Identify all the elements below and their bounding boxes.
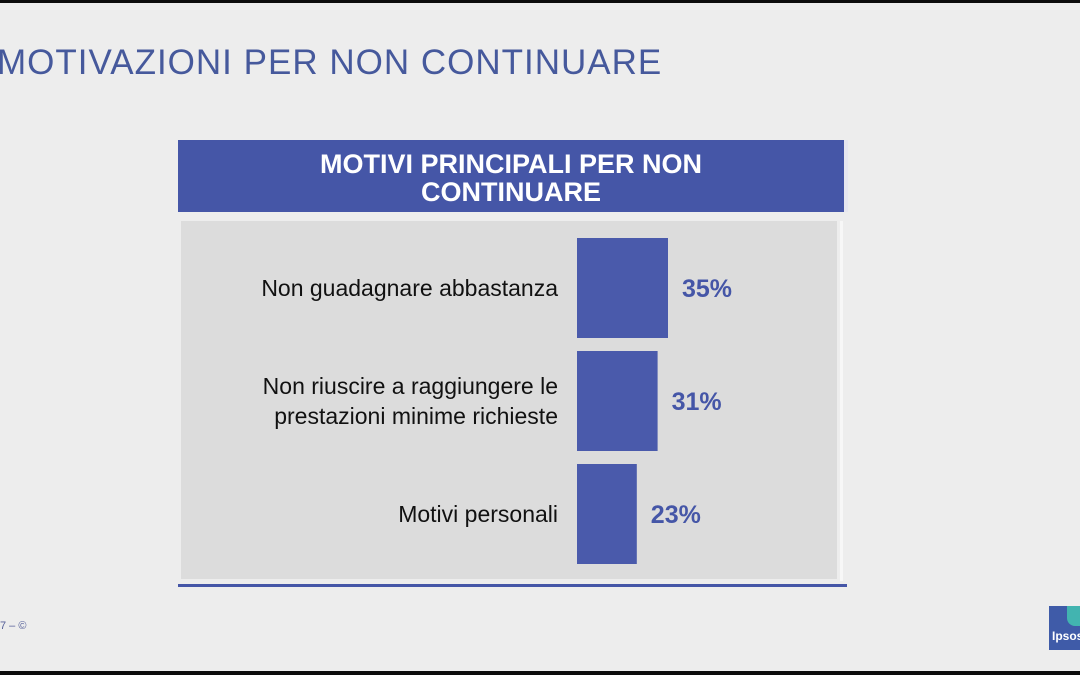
footer-note: 7 – © xyxy=(0,620,27,632)
bar-2 xyxy=(577,351,658,451)
data-label-3: 23% xyxy=(651,501,701,529)
slide: MOTIVAZIONI PER NON CONTINUARE MOTIVI PR… xyxy=(0,3,1080,671)
ipsos-logo: Ipsos xyxy=(1049,606,1080,650)
category-label-3: Motivi personali xyxy=(398,501,558,527)
chart-bottom-rule xyxy=(178,584,847,587)
bar-3 xyxy=(577,464,637,564)
chart-title-banner: MOTIVI PRINCIPALI PER NON CONTINUARE xyxy=(178,140,848,212)
bar-chart: 35% Non guadagnare abbastanza 31% Non riusc… xyxy=(261,238,732,564)
bar-1 xyxy=(577,238,668,338)
data-label-1: 35% xyxy=(682,275,732,303)
category-label-1: Non guadagnare abbastanza xyxy=(261,275,558,301)
category-label-2: prestazioni minime richieste xyxy=(274,403,558,429)
data-label-2: 31% xyxy=(672,388,722,416)
logo-text: Ipsos xyxy=(1052,629,1080,643)
chart-edge xyxy=(840,221,843,581)
category-label-2: Non riuscire a raggiungere le xyxy=(263,373,558,399)
chart-title: MOTIVI PRINCIPALI PER NON CONTINUARE xyxy=(319,149,703,207)
chart-plot-area xyxy=(181,221,837,579)
slide-title: MOTIVAZIONI PER NON CONTINUARE xyxy=(0,43,663,82)
logo-accent-shape xyxy=(1067,606,1080,626)
